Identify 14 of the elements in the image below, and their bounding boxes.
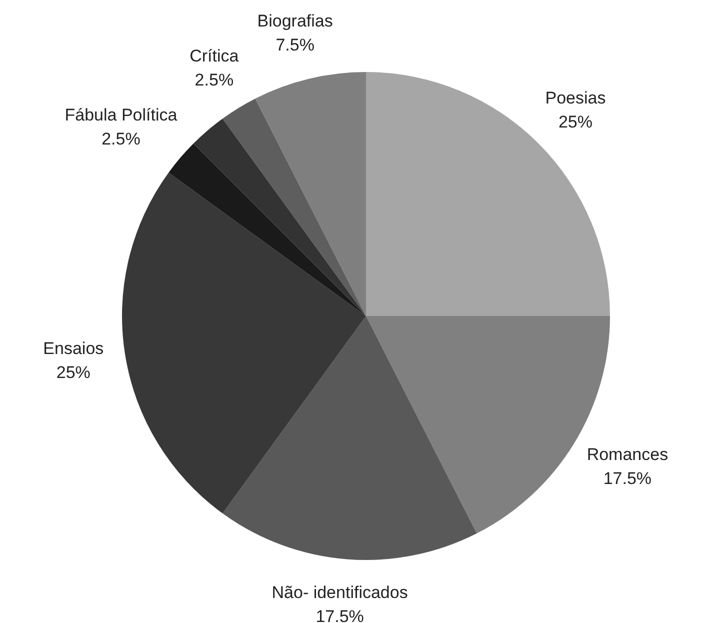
slice-label: Não- identificados bbox=[272, 582, 408, 602]
slice-label: Biografias bbox=[257, 12, 333, 31]
data-label: 25% bbox=[558, 112, 592, 132]
slice-label: Ensaios bbox=[43, 339, 104, 358]
data-label: 2.5% bbox=[194, 70, 234, 90]
slice-label: Romances bbox=[586, 445, 668, 464]
data-label: 17.5% bbox=[603, 469, 652, 488]
data-label: 7.5% bbox=[276, 36, 314, 55]
data-label: 2.5% bbox=[102, 129, 140, 148]
slice-label: Poesias bbox=[545, 88, 606, 108]
data-label: 25% bbox=[56, 363, 90, 382]
slice-label: Crítica bbox=[190, 46, 240, 66]
slice-label: Fábula Política bbox=[64, 105, 178, 124]
data-label: 17.5% bbox=[316, 606, 364, 623]
